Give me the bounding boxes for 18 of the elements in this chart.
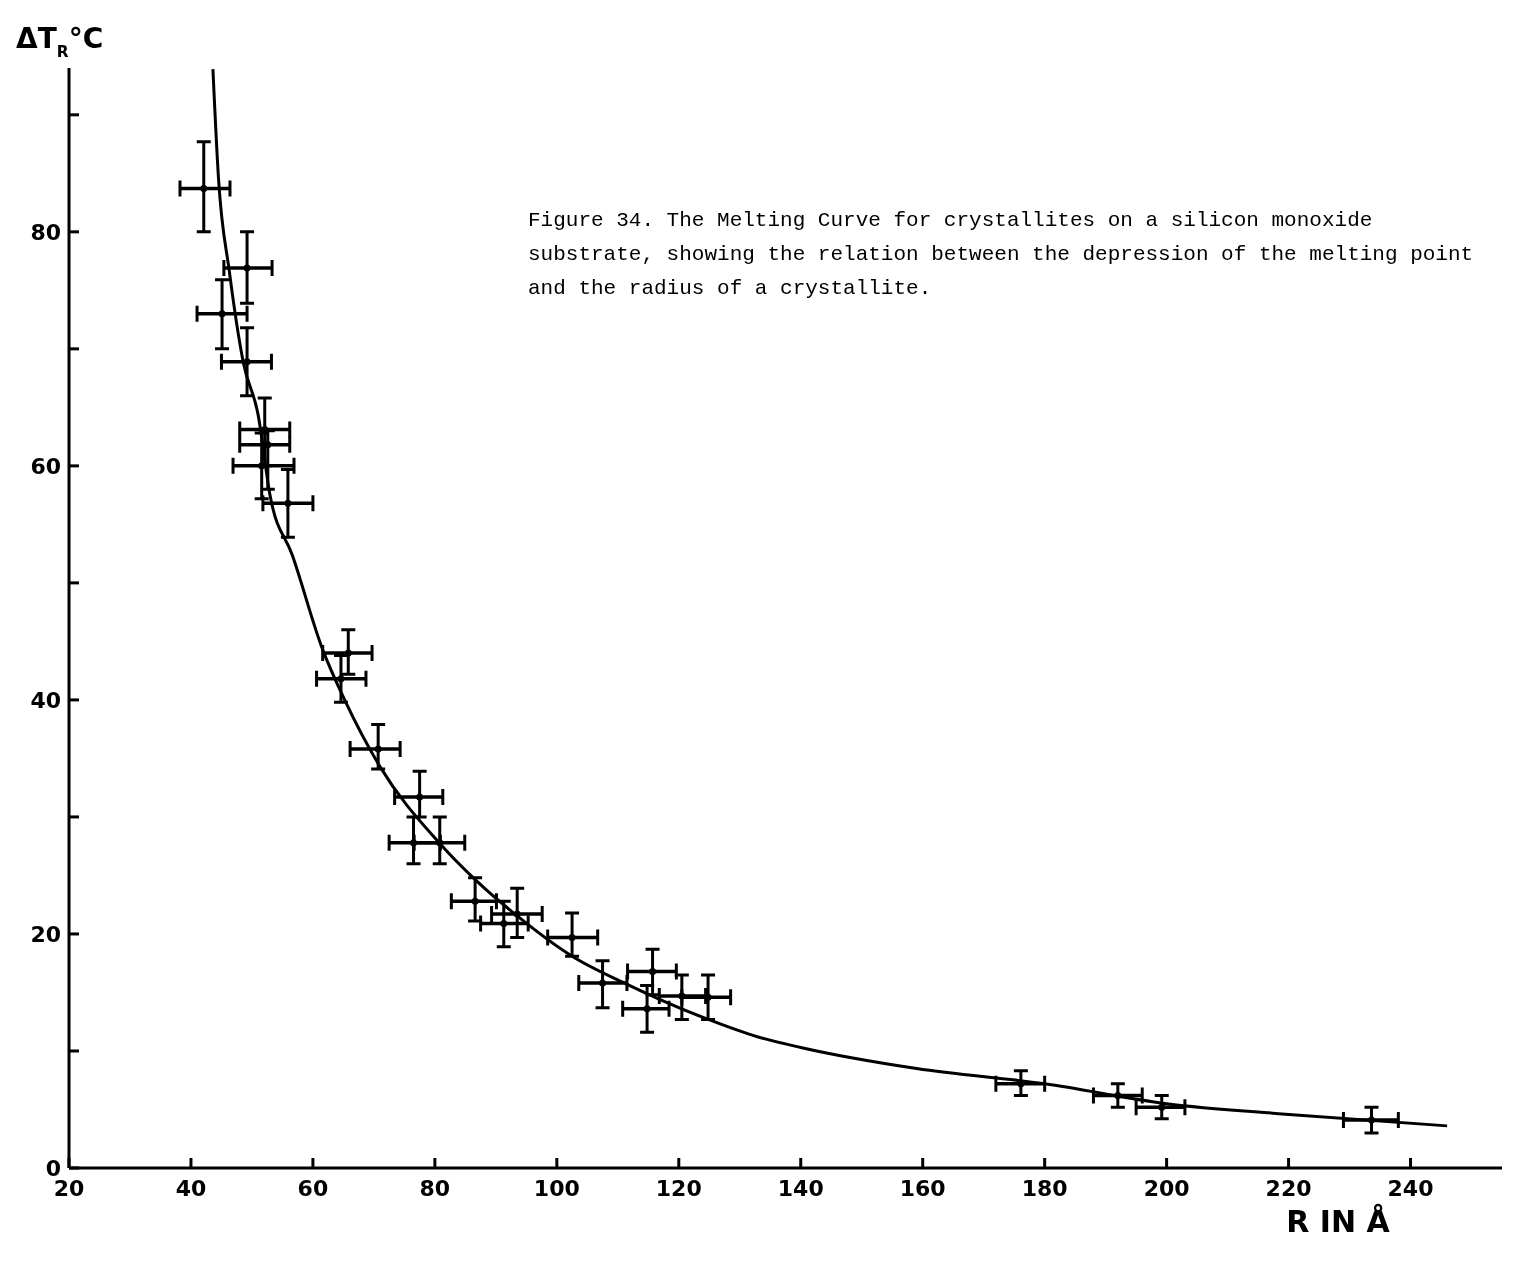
x-tick-label: 200 <box>1143 1176 1190 1201</box>
x-tick-label: 240 <box>1387 1176 1434 1201</box>
x-tick-label: 40 <box>175 1176 207 1201</box>
y-tick-label: 80 <box>30 219 61 245</box>
x-tick-label: 220 <box>1265 1176 1312 1201</box>
x-tick-label: 140 <box>777 1176 824 1201</box>
x-tick-label: 80 <box>419 1176 451 1201</box>
x-tick-label: 100 <box>533 1176 580 1201</box>
x-tick-label: 60 <box>297 1176 329 1201</box>
x-tick-label: 120 <box>655 1176 702 1201</box>
x-axis-title: R IN Å <box>1286 1203 1391 1239</box>
annotation: Figure 34. The Melting Curve for crystallites on a silicon monoxide substrate, showing the relation between the depression of the melting point and the radius of a crystallite. <box>528 209 1474 300</box>
x-tick-label: 180 <box>1021 1176 1068 1201</box>
y-tick-label: 40 <box>30 687 61 713</box>
y-tick-label: 20 <box>30 921 61 947</box>
y-axis-title: ΔT$_{R}$°C <box>16 22 104 61</box>
x-tick-label: 160 <box>899 1176 946 1201</box>
y-tick-label: 60 <box>30 453 61 479</box>
